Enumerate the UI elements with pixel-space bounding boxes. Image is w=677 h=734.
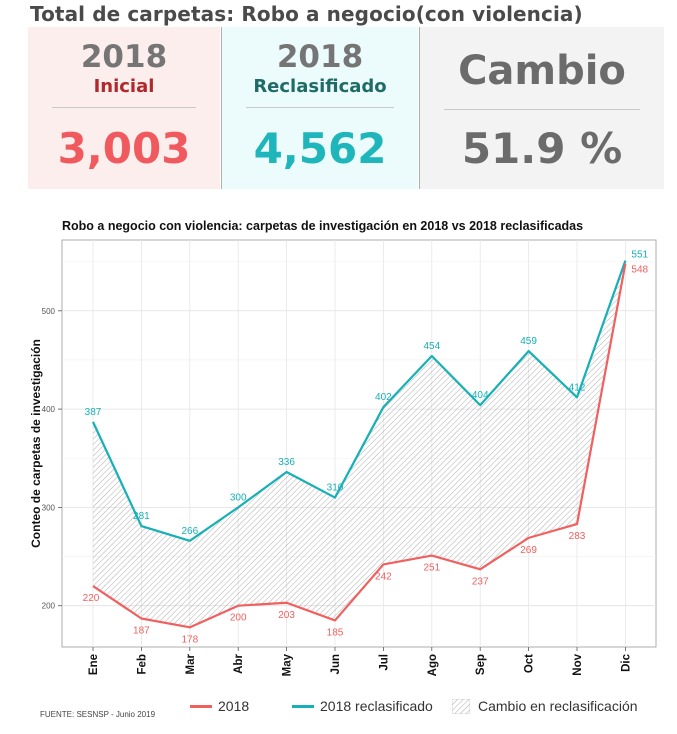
x-tick-label: Feb xyxy=(136,654,148,674)
legend-swatch-2018 xyxy=(190,705,212,708)
x-tick-label: Dic xyxy=(620,653,632,672)
data-label-2018: 269 xyxy=(520,545,537,556)
series-line-reclasificado xyxy=(92,260,627,542)
data-label-2018: 242 xyxy=(375,571,392,582)
data-labels: 387 281 266 300 336 310 402 454 404 459 412 551 220 1… xyxy=(83,250,649,646)
axes: 200 300 400 500 Ene Feb Mar Abr May Jun Jul Ago Sep O… xyxy=(29,307,632,677)
y-tick-label: 500 xyxy=(42,307,56,316)
data-label-reclasificado: 310 xyxy=(327,483,344,494)
page-title: Total de carpetas: Robo a negocio(con vi… xyxy=(30,2,583,26)
series-line-2018 xyxy=(92,263,627,629)
change-area xyxy=(93,260,626,628)
x-tick-label: Jun xyxy=(330,654,342,674)
panel-divider xyxy=(444,109,640,110)
data-label-reclasificado: 300 xyxy=(230,492,247,503)
x-tick-label: Mar xyxy=(185,653,197,674)
y-tick-label: 300 xyxy=(42,503,56,512)
y-tick-label: 400 xyxy=(42,405,56,414)
panel-inicial: 2018 Inicial 3,003 xyxy=(28,27,220,189)
panel-reclasificado-year: 2018 xyxy=(276,39,364,75)
data-label-2018: 251 xyxy=(423,563,440,574)
data-label-reclasificado: 387 xyxy=(85,407,102,418)
data-label-2018: 237 xyxy=(472,576,489,587)
panel-cambio-label: Cambio xyxy=(458,48,626,94)
data-label-reclasificado: 404 xyxy=(472,390,489,401)
legend-swatch-reclasificado xyxy=(292,705,314,708)
panel-divider xyxy=(52,107,196,108)
x-tick-label: Sep xyxy=(475,654,487,675)
x-tick-label: Oct xyxy=(524,654,536,673)
data-label-reclasificado: 412 xyxy=(569,382,586,393)
x-tick-label: Jul xyxy=(378,654,390,671)
panel-reclasificado-label: Reclasificado xyxy=(253,76,387,97)
panel-inicial-label: Inicial xyxy=(93,76,155,97)
data-label-2018: 548 xyxy=(631,265,648,276)
panel-separator xyxy=(221,27,222,189)
y-tick-label: 200 xyxy=(42,602,56,611)
x-tick-label: Nov xyxy=(572,653,584,675)
data-label-reclasificado: 459 xyxy=(520,336,537,347)
data-label-2018: 178 xyxy=(181,634,198,645)
panel-separator xyxy=(419,27,420,189)
data-label-reclasificado: 454 xyxy=(423,341,440,352)
panel-reclasificado: 2018 Reclasificado 4,562 xyxy=(222,27,418,189)
panel-reclasificado-value: 4,562 xyxy=(253,124,387,173)
chart-title: Robo a negocio con violencia: carpetas d… xyxy=(62,219,584,233)
data-label-reclasificado: 266 xyxy=(181,526,198,537)
x-tick-label: Abr xyxy=(233,653,245,673)
x-tick-label: Ene xyxy=(88,654,100,675)
data-label-2018: 185 xyxy=(327,627,344,638)
panel-inicial-year: 2018 xyxy=(80,39,168,75)
summary-panels: 2018 Inicial 3,003 2018 Reclasificado 4,… xyxy=(28,27,664,189)
data-label-reclasificado: 551 xyxy=(631,250,648,261)
panel-divider xyxy=(246,107,394,108)
data-label-reclasificado: 336 xyxy=(278,457,295,468)
legend-label-cambio: Cambio en reclasificación xyxy=(478,698,638,714)
data-label-2018: 200 xyxy=(230,613,247,624)
panel-cambio: Cambio 51.9 % xyxy=(420,27,664,189)
legend-swatch-cambio xyxy=(452,699,470,714)
x-tick-label: May xyxy=(282,653,294,676)
data-label-reclasificado: 281 xyxy=(133,511,150,522)
series-lines xyxy=(92,260,627,629)
legend-label-2018: 2018 xyxy=(218,698,250,714)
legend-label-reclasificado: 2018 reclasificado xyxy=(320,698,433,714)
data-label-2018: 203 xyxy=(278,610,295,621)
source-note: FUENTE: SESNSP - Junio 2019 xyxy=(40,710,156,719)
data-label-2018: 187 xyxy=(133,625,150,636)
x-tick-label: Ago xyxy=(427,654,439,676)
data-label-2018: 220 xyxy=(83,593,100,604)
y-axis-label: Conteo de carpetas de investigación xyxy=(29,339,43,548)
panel-cambio-value: 51.9 % xyxy=(461,124,623,173)
data-label-reclasificado: 402 xyxy=(375,392,392,403)
panel-inicial-value: 3,003 xyxy=(57,124,191,173)
data-label-2018: 283 xyxy=(569,531,586,542)
